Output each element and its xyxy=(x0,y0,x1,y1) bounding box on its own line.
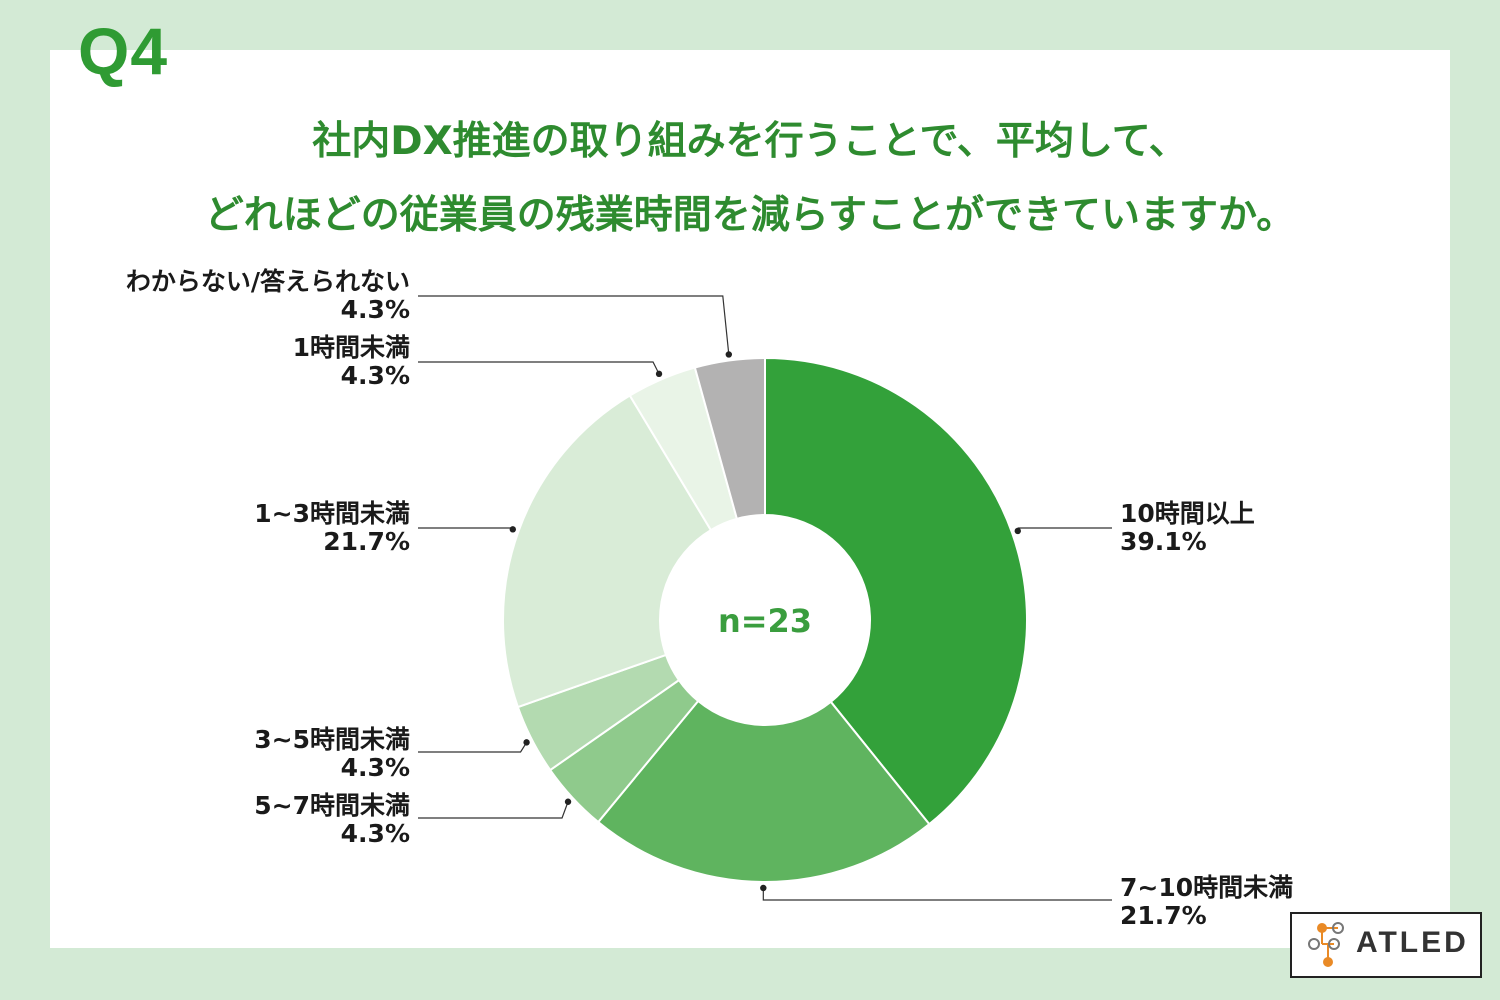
slice-value-label: 39.1% xyxy=(1120,527,1207,556)
slice-category-label: 5~7時間未満 xyxy=(254,791,410,820)
leader-dot xyxy=(655,370,663,378)
slice-label: 3~5時間未満 4.3% xyxy=(254,726,410,782)
atled-logo: ATLED xyxy=(1290,912,1482,978)
slice-value-label: 4.3% xyxy=(340,361,410,390)
pie-slice xyxy=(502,394,713,709)
leader-line xyxy=(762,887,1112,901)
slice-label: 1~3時間未満 21.7% xyxy=(254,500,410,556)
slice-category-label: 7~10時間未満 xyxy=(1120,873,1294,902)
chart-title-line-1: 社内DX推進の取り組みを行うことで、平均して、 xyxy=(312,119,1188,164)
leader-line xyxy=(418,361,660,375)
logo-text: ATLED xyxy=(1356,926,1469,959)
slice-category-label: わからない/答えられない xyxy=(125,267,410,296)
slice-label: わからない/答えられない 4.3% xyxy=(126,268,410,324)
slice-label: 7~10時間未満 21.7% xyxy=(1120,874,1293,930)
slice-value-label: 21.7% xyxy=(323,527,410,556)
pie-slice xyxy=(693,356,766,521)
leader-dot xyxy=(725,351,732,358)
slice-label: 1時間未満 4.3% xyxy=(293,334,410,390)
leader-dot xyxy=(564,798,572,805)
logo-mark-icon xyxy=(1308,922,1344,967)
slice-value-label: 4.3% xyxy=(340,819,410,848)
slice-category-label: 1~3時間未満 xyxy=(254,499,410,528)
slice-value-label: 4.3% xyxy=(340,295,410,324)
leader-line xyxy=(418,801,569,819)
leader-line xyxy=(418,742,528,753)
slice-category-label: 10時間以上 xyxy=(1120,499,1255,528)
leader-dot xyxy=(509,526,516,533)
pie-slice xyxy=(596,699,931,883)
slice-category-label: 3~5時間未満 xyxy=(254,725,410,754)
leader-dot xyxy=(760,884,767,892)
leader-dot xyxy=(523,739,530,746)
slice-label: 5~7時間未満 4.3% xyxy=(254,792,410,848)
pie-slice xyxy=(764,356,1028,826)
slice-value-label: 21.7% xyxy=(1120,901,1207,930)
leader-dot xyxy=(1014,527,1021,535)
question-number: Q4 xyxy=(78,14,169,88)
leader-line xyxy=(418,295,730,355)
slice-category-label: 1時間未満 xyxy=(292,333,410,362)
slice-value-label: 4.3% xyxy=(340,753,410,782)
slice-label: 10時間以上 39.1% xyxy=(1120,500,1255,556)
chart-title-line-2: どれほどの従業員の残業時間を減らすことができていますか。 xyxy=(204,193,1296,238)
sample-size-label: n=23 xyxy=(718,602,812,640)
